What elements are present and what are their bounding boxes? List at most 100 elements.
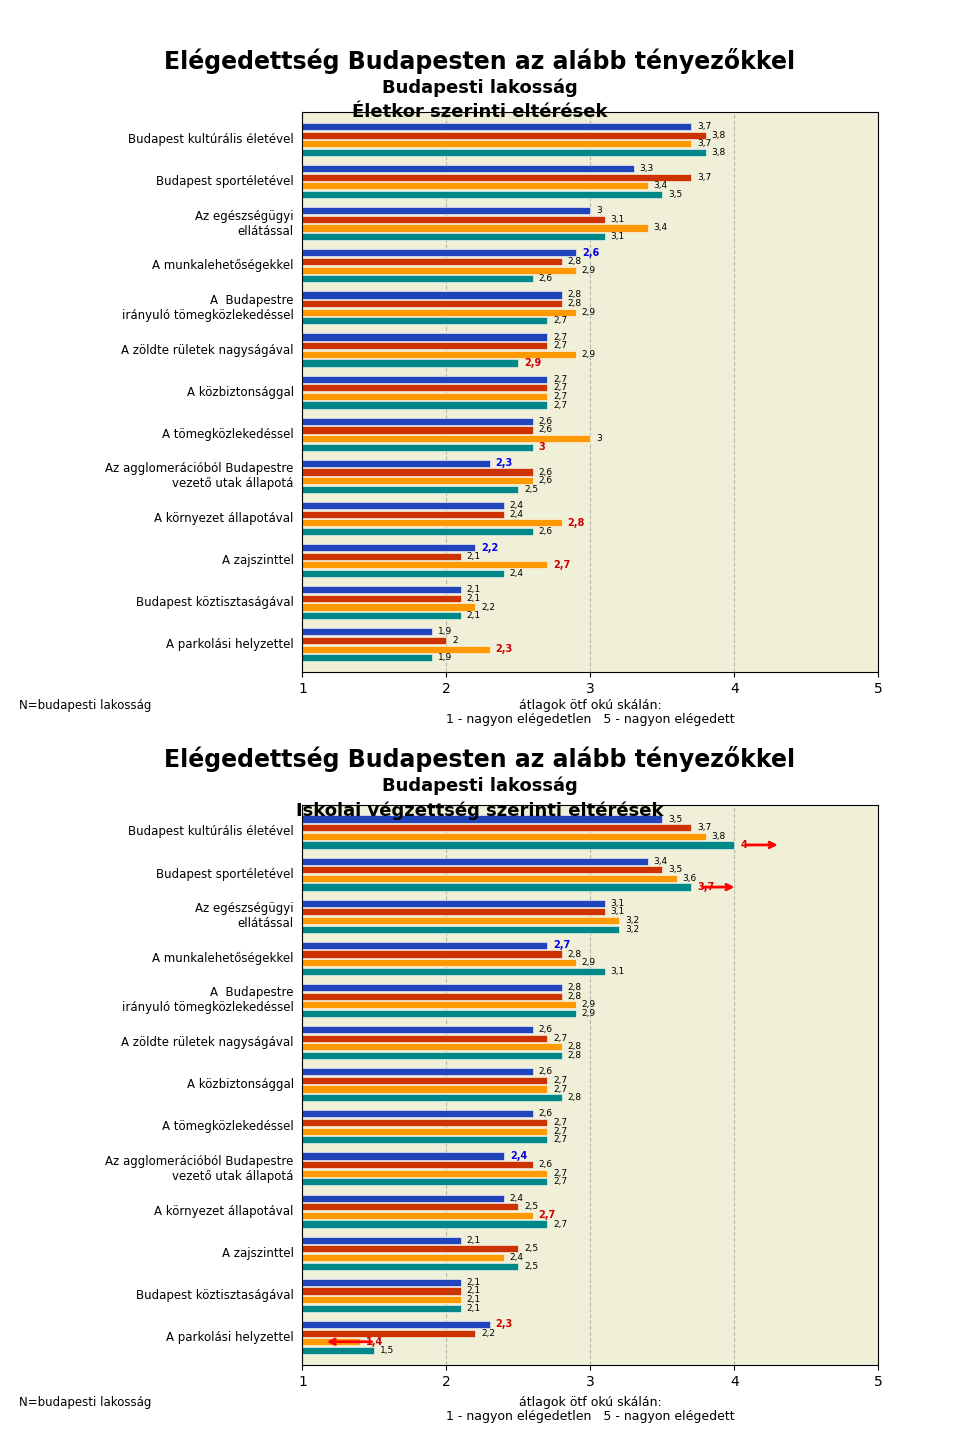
Text: 2,5: 2,5: [524, 485, 539, 493]
Bar: [302, 291, 562, 298]
Text: 2,6: 2,6: [539, 1109, 553, 1119]
Text: 2,7: 2,7: [553, 1177, 567, 1186]
Text: Budapest köztisztaságával: Budapest köztisztaságával: [136, 1289, 294, 1302]
Text: Életkor szerinti eltérések: Életkor szerinti eltérések: [352, 103, 608, 121]
Text: 2,6: 2,6: [539, 1026, 553, 1035]
Text: 1,5: 1,5: [380, 1346, 395, 1355]
Text: Az agglomerációból Budapestre
vezető utak állapotá: Az agglomerációból Budapestre vezető uta…: [106, 1155, 294, 1183]
Bar: [302, 224, 648, 231]
Text: 2,3: 2,3: [495, 645, 513, 655]
Text: 1,9: 1,9: [438, 653, 452, 662]
Bar: [302, 1195, 504, 1202]
Text: 2,7: 2,7: [553, 316, 567, 326]
Text: 2,6: 2,6: [539, 1068, 553, 1077]
Text: 3,8: 3,8: [711, 131, 726, 140]
Text: 3: 3: [596, 207, 602, 215]
Bar: [302, 1305, 461, 1312]
Bar: [302, 544, 475, 551]
Bar: [302, 1263, 518, 1270]
Bar: [302, 131, 706, 138]
Bar: [302, 959, 576, 966]
Bar: [302, 1296, 461, 1304]
Text: 3,1: 3,1: [611, 233, 625, 242]
Text: 2,6: 2,6: [539, 476, 553, 485]
Text: 2,4: 2,4: [510, 509, 524, 518]
Bar: [302, 646, 490, 653]
Bar: [302, 1179, 547, 1186]
Text: A zajszinttel: A zajszinttel: [222, 554, 294, 567]
Bar: [302, 857, 648, 864]
Text: A környezet állapotával: A környezet állapotával: [155, 512, 294, 525]
Bar: [302, 941, 547, 949]
Text: Elégedettség Budapesten az alább tényezőkkel: Elégedettség Budapesten az alább tényező…: [164, 48, 796, 74]
Bar: [302, 1245, 518, 1253]
Text: 1 - nagyon elégedetlen   5 - nagyon elégedett: 1 - nagyon elégedetlen 5 - nagyon eléged…: [446, 1410, 734, 1423]
Text: 2,2: 2,2: [481, 1328, 495, 1337]
Text: 3,6: 3,6: [683, 874, 697, 883]
Text: 2,1: 2,1: [467, 1286, 481, 1295]
Text: 3,7: 3,7: [697, 122, 711, 131]
Text: A  Budapestre
irányuló tömegközlekedéssel: A Budapestre irányuló tömegközlekedéssel: [122, 294, 294, 322]
Bar: [302, 215, 605, 223]
Text: 2,9: 2,9: [582, 307, 596, 317]
Text: 2,8: 2,8: [567, 984, 582, 992]
Text: Az agglomerációból Budapestre
vezető utak állapotá: Az agglomerációból Budapestre vezető uta…: [106, 463, 294, 490]
Text: 2,4: 2,4: [510, 1193, 524, 1203]
Bar: [302, 393, 547, 400]
Text: 2,8: 2,8: [567, 291, 582, 300]
Text: 2,3: 2,3: [495, 458, 513, 469]
Bar: [302, 351, 576, 358]
Text: 3,8: 3,8: [711, 148, 726, 157]
Bar: [302, 1221, 547, 1228]
Bar: [302, 1119, 547, 1126]
Text: 2,8: 2,8: [567, 1093, 582, 1101]
Text: 2,7: 2,7: [553, 1135, 567, 1144]
Text: 2,1: 2,1: [467, 585, 481, 594]
Text: Az egészségügyi
ellátással: Az egészségügyi ellátással: [195, 902, 294, 930]
Text: 2,7: 2,7: [553, 375, 567, 384]
Bar: [302, 342, 547, 349]
Text: 2,4: 2,4: [510, 1151, 527, 1161]
Bar: [302, 1052, 562, 1059]
Text: 3,8: 3,8: [711, 832, 726, 841]
Text: 3,5: 3,5: [668, 866, 683, 874]
Text: átlagok ötf okú skálán:: átlagok ötf okú skálán:: [519, 1395, 661, 1408]
Bar: [302, 613, 461, 620]
Text: Budapest kultúrális életével: Budapest kultúrális életével: [128, 132, 294, 146]
Bar: [302, 502, 504, 509]
Bar: [302, 1035, 547, 1042]
Bar: [302, 1077, 547, 1084]
Text: 2,2: 2,2: [481, 543, 498, 553]
Text: 3,1: 3,1: [611, 899, 625, 908]
Bar: [302, 1026, 533, 1033]
Bar: [302, 375, 547, 383]
Text: 3,7: 3,7: [697, 882, 714, 892]
Bar: [302, 968, 605, 975]
Bar: [302, 1170, 547, 1177]
Text: 2,5: 2,5: [524, 1261, 539, 1270]
Text: N=budapesti lakosság: N=budapesti lakosság: [19, 698, 152, 711]
Text: A parkolási helyzettel: A parkolási helyzettel: [166, 639, 294, 652]
Text: A munkalehetőségekkel: A munkalehetőségekkel: [153, 259, 294, 272]
Text: A  Budapestre
irányuló tömegközlekedéssel: A Budapestre irányuló tömegközlekedéssel: [122, 986, 294, 1014]
Text: 2,1: 2,1: [467, 1304, 481, 1312]
Bar: [302, 1203, 518, 1211]
Text: 3,2: 3,2: [625, 925, 639, 934]
Bar: [302, 1010, 576, 1017]
Text: A zöldte rületek nagyságával: A zöldte rületek nagyságával: [121, 1036, 294, 1049]
Text: 2,6: 2,6: [539, 467, 553, 477]
Text: 2,7: 2,7: [553, 383, 567, 393]
Text: 3: 3: [596, 434, 602, 444]
Text: 2: 2: [452, 636, 458, 645]
Text: Budapest köztisztaságával: Budapest köztisztaságával: [136, 597, 294, 610]
Bar: [302, 469, 533, 476]
Bar: [302, 173, 691, 180]
Bar: [302, 384, 547, 391]
Text: A munkalehetőségekkel: A munkalehetőségekkel: [153, 952, 294, 965]
Bar: [302, 182, 648, 189]
Bar: [302, 1001, 576, 1008]
Bar: [302, 164, 634, 172]
Text: 3,4: 3,4: [654, 857, 668, 866]
Bar: [302, 832, 706, 840]
Bar: [302, 841, 734, 848]
